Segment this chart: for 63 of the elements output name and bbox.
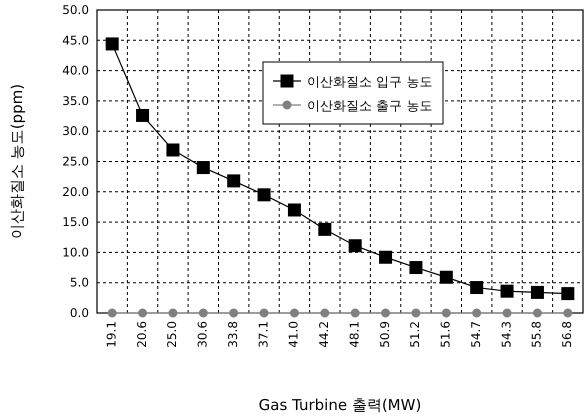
point [166,143,180,156]
x-tick-label: 33.8 [226,321,240,348]
point [532,308,542,318]
point [138,308,148,318]
point [470,281,484,294]
y-tick-label: 30.0 [62,124,89,138]
point [350,308,360,318]
point [106,37,119,50]
x-tick-label: 44.2 [317,321,332,348]
y-axis-title: 이산화질소 농도(ppm) [8,84,26,240]
x-tick-label: 55.8 [530,321,544,348]
point [379,250,392,264]
x-tick-label: 19.1 [104,321,118,348]
x-tick-label: 54.7 [468,321,483,348]
x-tick-label: 51.2 [408,321,422,348]
point [472,308,482,318]
point [348,239,362,252]
point [198,308,208,318]
point [290,308,299,318]
point [318,222,332,236]
y-tick-label: 50.0 [62,3,89,17]
x-tick-label: 41.0 [286,321,301,348]
y-tick-label: 0.0 [70,306,89,320]
point [168,308,178,318]
x-tick-label: 54.3 [499,321,514,348]
point [227,174,240,188]
x-tick-label: 20.6 [134,321,149,348]
point [381,308,390,318]
point [440,270,453,284]
x-tick-label: 25.0 [165,321,180,348]
point [442,308,451,318]
y-tick-label: 10.0 [62,245,89,260]
y-tick-label: 15.0 [62,215,89,230]
point [320,308,330,318]
y-tick-label: 35.0 [62,94,89,108]
point [108,308,117,318]
y-tick-label: 25.0 [62,154,89,168]
point [500,284,514,298]
y-tick-label: 40.0 [62,64,89,78]
x-axis-title: Gas Turbine 출력(MW) [258,396,422,414]
point [530,286,544,299]
y-tick-label: 20.0 [62,184,89,199]
legend-label: 이산화질소 출구 농도 [307,99,432,114]
point [563,308,572,318]
point [502,308,512,318]
x-tick-label: 51.6 [438,321,453,348]
point [288,203,301,216]
point [409,261,422,274]
point [561,287,574,300]
point [411,308,420,318]
x-tick-label: 50.9 [378,321,392,348]
point [229,308,238,318]
x-tick-label: 30.6 [196,321,210,348]
x-tick-label: 48.1 [347,321,362,348]
point [260,308,269,318]
y-tick-label: 45.0 [62,33,89,48]
x-tick-label: 37.1 [256,321,270,348]
point [136,108,150,122]
point [258,188,271,202]
legend-label: 이산화질소 입구 농도 [307,75,432,90]
point [196,161,210,174]
x-tick-label: 56.8 [560,321,574,348]
y-tick-label: 5.0 [70,276,89,290]
